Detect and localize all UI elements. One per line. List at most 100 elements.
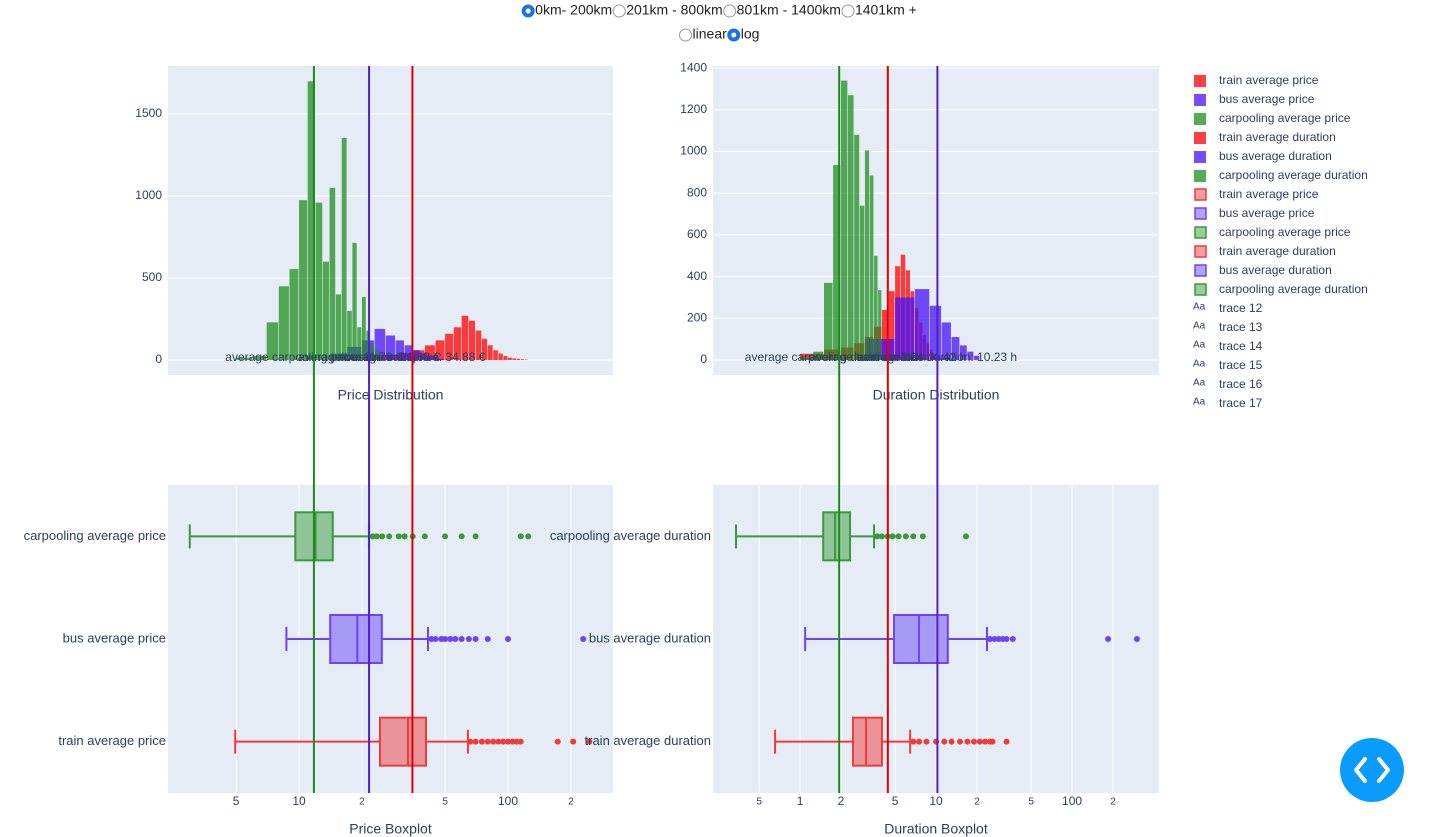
outlier bbox=[373, 533, 380, 540]
histogram-bar bbox=[315, 202, 323, 361]
legend-item[interactable]: train average duration bbox=[1194, 244, 1336, 258]
histogram-bar bbox=[374, 350, 378, 361]
legend-item[interactable]: Aa trace 14 bbox=[1193, 339, 1263, 353]
histogram-bar bbox=[487, 345, 493, 361]
legend-label[interactable]: train average duration bbox=[1219, 244, 1336, 258]
y-tick-label: 500 bbox=[142, 270, 162, 284]
subplot-title: Duration Boxplot bbox=[884, 821, 988, 837]
legend-item[interactable]: train average price bbox=[1194, 187, 1319, 201]
legend-label[interactable]: bus average duration bbox=[1219, 263, 1332, 277]
legend-item[interactable]: carpooling average duration bbox=[1194, 168, 1368, 182]
outlier bbox=[956, 738, 963, 745]
legend-item[interactable]: bus average duration bbox=[1194, 263, 1332, 277]
legend-label[interactable]: bus average price bbox=[1219, 206, 1315, 220]
histogram-bar bbox=[347, 310, 352, 361]
histogram-bar bbox=[412, 350, 420, 361]
histogram-bar bbox=[404, 345, 413, 361]
radio-option[interactable]: 0km- 200km bbox=[521, 2, 612, 18]
legend-symbol: Aa bbox=[1193, 397, 1206, 408]
legend-label[interactable]: trace 15 bbox=[1219, 358, 1263, 372]
outlier bbox=[484, 636, 491, 642]
histogram-bar bbox=[335, 294, 342, 361]
histogram-bar bbox=[461, 315, 469, 361]
outlier bbox=[895, 533, 902, 540]
outlier bbox=[472, 636, 479, 642]
histogram-bar bbox=[959, 345, 967, 360]
legend-symbol: Aa bbox=[1193, 359, 1206, 370]
legend-item[interactable]: bus average price bbox=[1194, 92, 1315, 106]
radio-circle[interactable] bbox=[723, 4, 737, 18]
histogram-bar bbox=[341, 137, 347, 361]
legend-swatch bbox=[1194, 264, 1207, 277]
radio-label[interactable]: 1401km + bbox=[855, 2, 917, 18]
legend-label[interactable]: trace 14 bbox=[1219, 339, 1263, 353]
legend-symbol: Aa bbox=[1193, 340, 1206, 351]
radio-label[interactable]: linear bbox=[693, 26, 728, 42]
legend-label[interactable]: trace 12 bbox=[1219, 301, 1263, 315]
legend-label[interactable]: train average duration bbox=[1219, 130, 1336, 144]
box bbox=[893, 614, 949, 664]
legend-item[interactable]: train average duration bbox=[1194, 130, 1336, 144]
histogram-bar bbox=[468, 320, 476, 361]
y-category-label: carpooling average price bbox=[24, 528, 166, 543]
outlier bbox=[1009, 636, 1016, 642]
outlier bbox=[889, 533, 896, 540]
legend-item[interactable]: Aa trace 17 bbox=[1193, 396, 1263, 410]
radio-option[interactable]: 801km - 1400km bbox=[723, 2, 841, 18]
legend-item[interactable]: Aa trace 12 bbox=[1193, 301, 1263, 315]
outlier bbox=[1003, 738, 1010, 745]
radio-option[interactable]: 201km - 800km bbox=[612, 2, 723, 18]
outlier bbox=[1133, 636, 1140, 642]
code-button[interactable] bbox=[1340, 738, 1404, 802]
legend-item[interactable]: carpooling average price bbox=[1194, 225, 1351, 239]
legend-swatch bbox=[1194, 75, 1206, 87]
radio-label[interactable]: log bbox=[741, 26, 760, 42]
y-category-label: train average price bbox=[58, 733, 166, 748]
legend-item[interactable]: Aa trace 16 bbox=[1193, 377, 1263, 391]
legend-swatch bbox=[1194, 170, 1206, 182]
radio-option[interactable]: 1401km + bbox=[841, 2, 917, 18]
legend-label[interactable]: carpooling average duration bbox=[1219, 168, 1368, 182]
legend-label[interactable]: carpooling average duration bbox=[1219, 282, 1368, 296]
radio-circle[interactable] bbox=[679, 28, 693, 42]
histogram-bar bbox=[951, 337, 960, 360]
radio-circle[interactable] bbox=[612, 4, 626, 18]
legend-swatch bbox=[1194, 132, 1206, 144]
box bbox=[851, 716, 883, 767]
x-tick-label: 2 bbox=[1110, 797, 1116, 808]
histogram-bar bbox=[481, 338, 488, 361]
x-tick-label: 1 bbox=[797, 794, 804, 808]
legend-item[interactable]: carpooling average duration bbox=[1194, 282, 1368, 296]
legend-label[interactable]: train average price bbox=[1219, 73, 1319, 87]
legend-item[interactable]: bus average duration bbox=[1194, 149, 1332, 163]
code-icon-left bbox=[1354, 757, 1367, 783]
legend-item[interactable]: Aa trace 15 bbox=[1193, 358, 1263, 372]
legend-item[interactable]: Aa trace 13 bbox=[1193, 320, 1263, 334]
legend-item[interactable]: train average price bbox=[1194, 73, 1319, 87]
histogram-bar bbox=[252, 355, 267, 361]
legend-label[interactable]: carpooling average price bbox=[1219, 225, 1351, 239]
radio-group: linear log bbox=[679, 26, 760, 42]
legend-label[interactable]: train average price bbox=[1219, 187, 1319, 201]
legend-label[interactable]: trace 13 bbox=[1219, 320, 1263, 334]
legend-item[interactable]: bus average price bbox=[1194, 206, 1315, 220]
radio-label[interactable]: 201km - 800km bbox=[626, 2, 722, 18]
histogram-bar bbox=[374, 328, 386, 361]
outlier bbox=[941, 738, 948, 745]
histogram-bar bbox=[941, 322, 951, 360]
radio-label[interactable]: 0km- 200km bbox=[535, 2, 612, 18]
histogram-bar bbox=[493, 350, 498, 361]
legend-label[interactable]: trace 16 bbox=[1219, 377, 1263, 391]
legend-item[interactable]: carpooling average price bbox=[1194, 111, 1351, 125]
legend-label[interactable]: trace 17 bbox=[1219, 396, 1263, 410]
radio-label[interactable]: 801km - 1400km bbox=[737, 2, 841, 18]
code-button-circle[interactable] bbox=[1340, 738, 1404, 802]
outlier bbox=[478, 738, 485, 745]
radio-option[interactable]: linear bbox=[679, 26, 728, 42]
radio-option[interactable]: log bbox=[727, 26, 760, 42]
legend-label[interactable]: bus average price bbox=[1219, 92, 1315, 106]
legend-label[interactable]: bus average duration bbox=[1219, 149, 1332, 163]
radio-circle[interactable] bbox=[841, 4, 855, 18]
legend-label[interactable]: carpooling average price bbox=[1219, 111, 1351, 125]
